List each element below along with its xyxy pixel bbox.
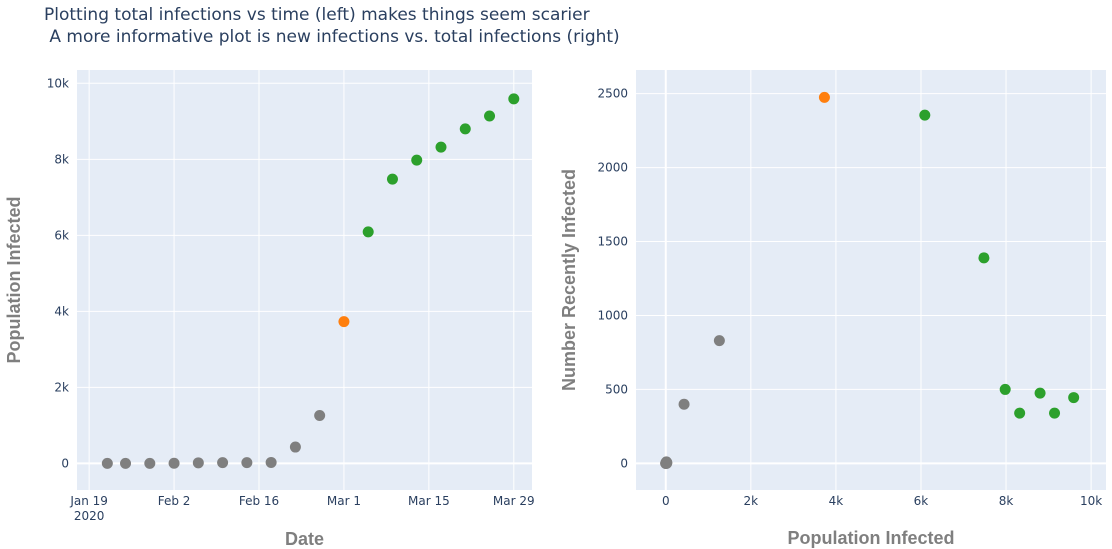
x-tick-label: Mar 29 (493, 494, 535, 508)
x-tick-label: 2k (744, 494, 759, 508)
data-point[interactable] (101, 457, 113, 469)
y-tick-label: 2k (54, 380, 69, 394)
data-point[interactable] (661, 457, 673, 469)
x-tick-sublabel: 2020 (74, 509, 105, 523)
data-point[interactable] (192, 457, 204, 469)
data-point[interactable] (386, 173, 398, 185)
data-point[interactable] (241, 457, 253, 469)
plot-area (77, 70, 532, 490)
data-point[interactable] (265, 456, 277, 468)
x-tick-label: 10k (1080, 494, 1102, 508)
data-point[interactable] (459, 123, 471, 135)
data-point[interactable] (818, 91, 830, 103)
x-tick-label: Mar 1 (327, 494, 361, 508)
data-point[interactable] (435, 141, 447, 153)
y-tick-label: 10k (47, 76, 69, 90)
data-point[interactable] (999, 383, 1011, 395)
y-tick-label: 2000 (597, 161, 628, 175)
x-tick-label: Mar 15 (408, 494, 450, 508)
y-axis-title: Population Infected (4, 196, 24, 363)
y-tick-label: 1500 (597, 235, 628, 249)
data-point[interactable] (1034, 387, 1046, 399)
data-point[interactable] (144, 457, 156, 469)
y-tick-label: 2500 (597, 87, 628, 101)
y-tick-label: 0 (61, 456, 69, 470)
y-tick-label: 1000 (597, 308, 628, 322)
y-tick-label: 8k (54, 152, 69, 166)
x-tick-label: 4k (829, 494, 844, 508)
plot-area (636, 70, 1106, 490)
data-point[interactable] (289, 441, 301, 453)
chart-title-line-2: A more informative plot is new infection… (44, 27, 620, 47)
x-tick-label: 0 (662, 494, 670, 508)
x-axis-title: Population Infected (787, 528, 954, 548)
data-point[interactable] (678, 398, 690, 410)
x-tick-label: 8k (999, 494, 1014, 508)
x-tick-label: 6k (914, 494, 929, 508)
data-point[interactable] (314, 410, 326, 422)
data-point[interactable] (362, 226, 374, 238)
x-tick-label: Feb 2 (158, 494, 191, 508)
y-tick-label: 4k (54, 304, 69, 318)
data-point[interactable] (713, 335, 725, 347)
data-point[interactable] (978, 252, 990, 264)
data-point[interactable] (1014, 407, 1026, 419)
x-axis-title: Date (285, 529, 324, 549)
data-point[interactable] (919, 109, 931, 121)
data-point[interactable] (120, 457, 132, 469)
chart-title-line-1: Plotting total infections vs time (left)… (44, 5, 590, 25)
y-tick-label: 0 (620, 456, 628, 470)
y-axis-title: Number Recently Infected (559, 169, 579, 391)
y-tick-label: 6k (54, 228, 69, 242)
x-tick-label: Feb 16 (239, 494, 279, 508)
data-point[interactable] (1068, 392, 1080, 404)
data-point[interactable] (338, 316, 350, 328)
y-tick-label: 500 (605, 382, 628, 396)
data-point[interactable] (1049, 407, 1061, 419)
data-point[interactable] (484, 110, 496, 122)
data-point[interactable] (411, 154, 423, 166)
data-point[interactable] (508, 93, 520, 105)
data-point[interactable] (168, 457, 180, 469)
data-point[interactable] (217, 457, 229, 469)
right-chart: 0 500 1000 1500 2000 2500 0 2k 4k 6k 8k 10k Populati… (559, 70, 1106, 548)
x-tick-label: Jan 19 (69, 494, 108, 508)
